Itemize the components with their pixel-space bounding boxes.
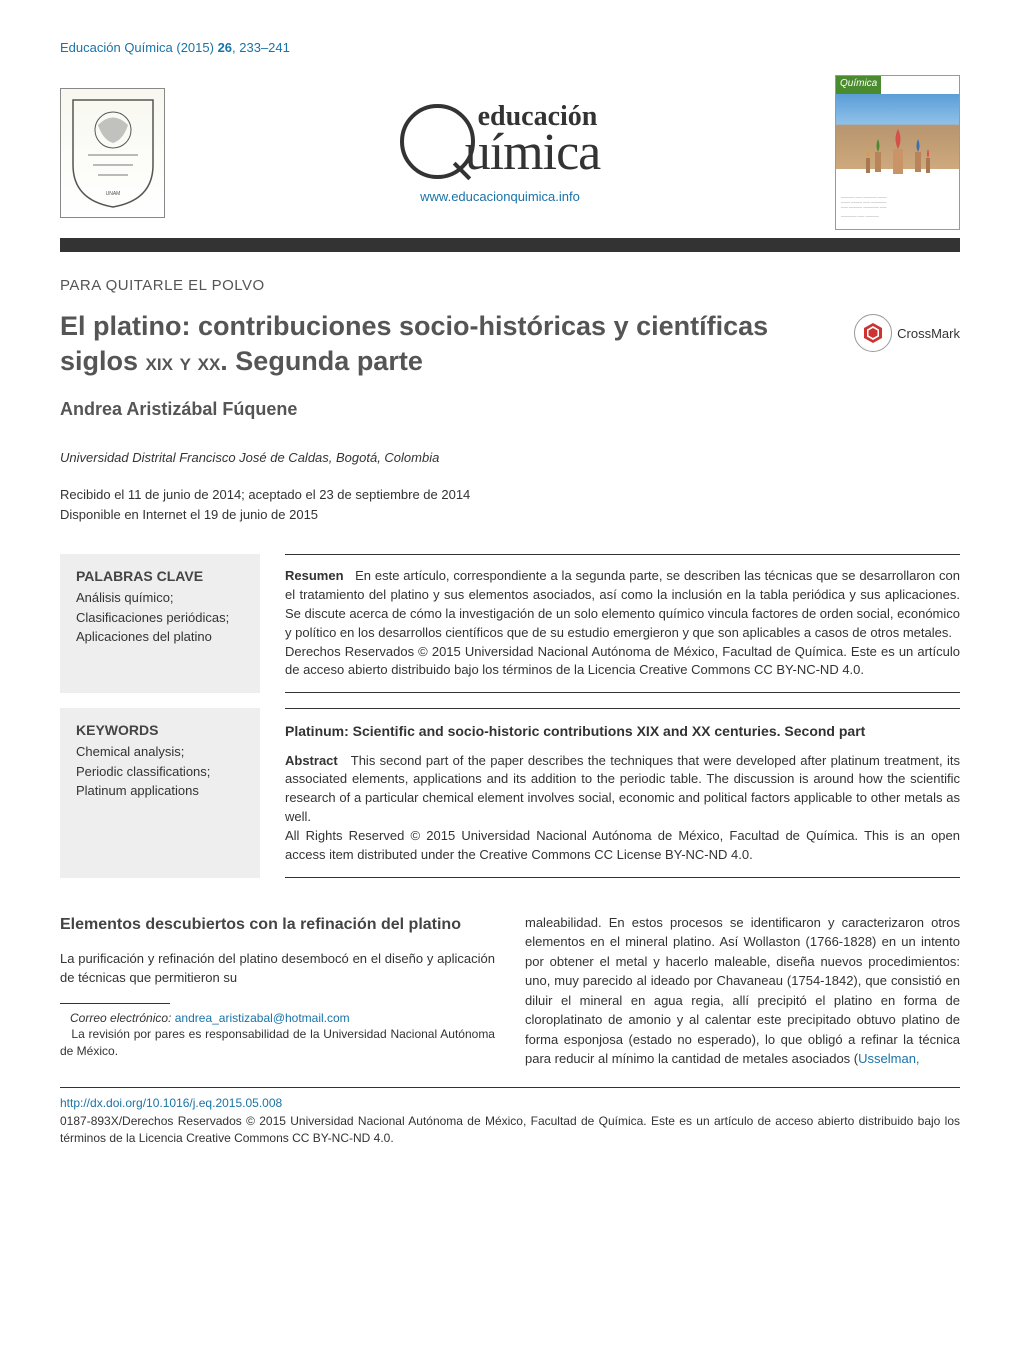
doi-link[interactable]: http://dx.doi.org/10.1016/j.eq.2015.05.0… <box>60 1096 960 1110</box>
publisher-logo: UNAM <box>60 88 165 218</box>
header-row: UNAM educación uímica www.educacionquimi… <box>60 75 960 230</box>
footnote-email-link[interactable]: andrea_aristizabal@hotmail.com <box>175 1011 350 1025</box>
keywords-list-es: Análisis químico; Clasificaciones periód… <box>76 588 244 647</box>
journal-q-icon <box>400 104 475 179</box>
citation-year: (2015) <box>176 40 214 55</box>
title-row: El platino: contribuciones socio-históri… <box>60 309 960 399</box>
abstract-label-es: Resumen <box>285 568 344 583</box>
abstract-block-english: KEYWORDS Chemical analysis; Periodic cla… <box>60 708 960 877</box>
crossmark-icon <box>854 314 892 352</box>
keywords-heading-en: KEYWORDS <box>76 722 244 738</box>
body-paragraph-2: maleabilidad. En estos procesos se ident… <box>525 913 960 1069</box>
title-line-2a: siglos <box>60 346 146 376</box>
citation-volume: 26 <box>218 40 232 55</box>
article-dates: Recibido el 11 de junio de 2014; aceptad… <box>60 485 960 524</box>
body-section: Elementos descubiertos con la refinación… <box>60 913 960 1070</box>
abstract-label-en: Abstract <box>285 753 338 768</box>
bottom-rule <box>60 1087 960 1088</box>
abstract-rights-en: All Rights Reserved © 2015 Universidad N… <box>285 828 960 862</box>
abstract-title-en: Platinum: Scientific and socio-historic … <box>285 721 960 741</box>
section-label: PARA QUITARLE EL POLVO <box>60 277 960 294</box>
journal-title-block: educación uímica www.educacionquimica.in… <box>165 101 835 204</box>
journal-word-uimica: uímica <box>465 123 601 182</box>
keywords-heading-es: PALABRAS CLAVE <box>76 568 244 584</box>
abstract-rights-es: Derechos Reservados © 2015 Universidad N… <box>285 644 960 678</box>
cathedral-icon <box>853 124 943 179</box>
divider-bar <box>60 238 960 252</box>
date-online: Disponible en Internet el 19 de junio de… <box>60 507 318 522</box>
cover-photo <box>836 94 959 169</box>
copyright-line: 0187-893X/Derechos Reservados © 2015 Uni… <box>60 1113 960 1147</box>
footnote-email-label: Correo electrónico: <box>70 1011 171 1025</box>
body-heading: Elementos descubiertos con la refinación… <box>60 913 495 937</box>
abstract-content-spanish: Resumen En este artículo, correspondient… <box>285 554 960 693</box>
keywords-box-english: KEYWORDS Chemical analysis; Periodic cla… <box>60 708 260 877</box>
body-paragraph-1: La purificación y refinación del platino… <box>60 949 495 988</box>
footnote-review: La revisión por pares es responsabilidad… <box>60 1026 495 1060</box>
date-received-accepted: Recibido el 11 de junio de 2014; aceptad… <box>60 487 470 502</box>
svg-text:UNAM: UNAM <box>105 191 120 197</box>
citation-pages: 233–241 <box>239 40 290 55</box>
abstract-text-en: This second part of the paper describes … <box>285 753 960 825</box>
title-line-2b: . Segunda parte <box>220 346 423 376</box>
cover-text-block: –––––– ––– –––––– –––––––– ––––– ––– –––… <box>841 195 954 219</box>
citation-line: Educación Química (2015) 26, 233–241 <box>60 40 960 55</box>
keywords-box-spanish: PALABRAS CLAVE Análisis químico; Clasifi… <box>60 554 260 693</box>
unam-shield-icon: UNAM <box>68 95 158 210</box>
abstract-content-english: Platinum: Scientific and socio-historic … <box>285 708 960 877</box>
keywords-list-en: Chemical analysis; Periodic classificati… <box>76 742 244 801</box>
journal-url[interactable]: www.educacionquimica.info <box>165 189 835 204</box>
title-line-1: El platino: contribuciones socio-históri… <box>60 311 768 341</box>
citation-journal[interactable]: Educación Química <box>60 40 173 55</box>
author-name: Andrea Aristizábal Fúquene <box>60 399 960 420</box>
title-smallcaps: xix y xx <box>146 349 221 376</box>
journal-title: educación uímica <box>400 101 601 182</box>
footnote-email: Correo electrónico: andrea_aristizabal@h… <box>60 1010 495 1027</box>
abstract-block-spanish: PALABRAS CLAVE Análisis químico; Clasifi… <box>60 554 960 693</box>
journal-cover-thumbnail: Química –––––– ––– –––––– –––––––– –––––… <box>835 75 960 230</box>
crossmark-badge[interactable]: CrossMark <box>854 314 960 352</box>
article-title: El platino: contribuciones socio-históri… <box>60 309 834 379</box>
crossmark-label: CrossMark <box>897 326 960 341</box>
author-affiliation: Universidad Distrital Francisco José de … <box>60 450 960 465</box>
body-citation-link[interactable]: Usselman, <box>858 1051 919 1066</box>
cover-label: Química <box>836 76 881 94</box>
footnote-rule <box>60 1003 170 1004</box>
abstract-text-es: En este artículo, correspondiente a la s… <box>285 568 960 640</box>
